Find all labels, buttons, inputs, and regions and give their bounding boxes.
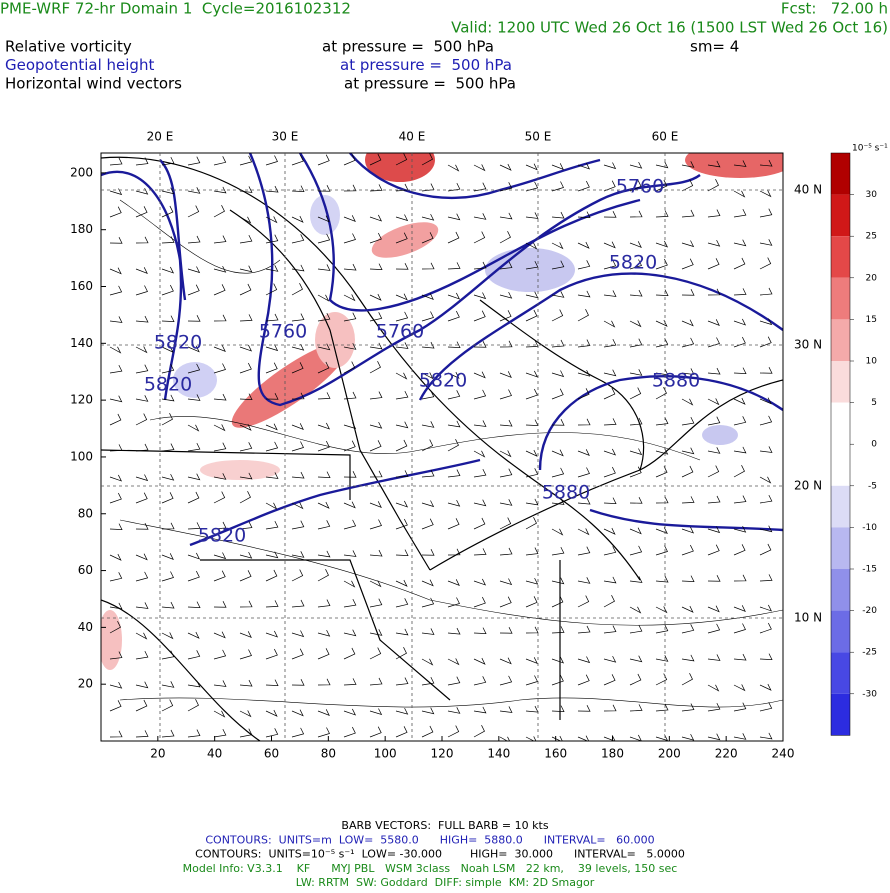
contour-label: 5880 [652,370,700,392]
colorbar-box [831,153,850,195]
colorbar-box [831,277,850,320]
colorbar-label: 20 [866,273,878,283]
colorbar-box [831,236,850,278]
colorbar-label: 15 [866,315,877,325]
x-tick-label: 40 [207,747,222,761]
y-tick-label: 200 [70,165,93,179]
field-name: Geopotential height [5,56,154,74]
x-tick-label: 180 [601,747,624,761]
x-tick-label: 160 [544,747,567,761]
x-tick-label: 120 [431,747,454,761]
y-tick-label: 180 [70,222,93,236]
colorbar-box [831,610,850,653]
latitude-label: 10 N [794,611,822,625]
colorbar-label: 10 [866,357,878,367]
colorbar-box [831,485,850,528]
forecast: Fcst: 72.00 h [781,0,888,18]
y-tick-label: 40 [78,620,93,634]
latitude-label: 40 N [794,183,822,197]
title: PME-WRF 72-hr Domain 1 Cycle=2016102312 [0,0,351,18]
x-tick-label: 100 [374,747,397,761]
latitude-label: 30 N [794,338,822,352]
footer-line: BARB VECTORS: FULL BARB = 10 kts [341,819,548,832]
colorbar-label: -5 [868,481,877,491]
colorbar-unit: 10⁻⁵ s⁻¹ [852,144,888,154]
colorbar-label: -15 [862,565,877,575]
valid-time: Valid: 1200 UTC Wed 26 Oct 16 (1500 LST … [451,19,888,37]
contour-label: 5760 [616,176,664,198]
y-tick-label: 20 [78,677,93,691]
footer-line: CONTOURS: UNITS=10⁻⁵ s⁻¹ LOW= -30.000 HI… [195,848,685,861]
smoothing: sm= 4 [690,38,739,56]
colorbar-box [831,652,850,694]
y-tick-label: 160 [70,279,93,293]
field-level: at pressure = 500 hPa [322,38,494,56]
colorbar-label: -25 [862,648,877,658]
y-tick-label: 140 [70,336,93,350]
longitude-label: 20 E [147,130,174,144]
colorbar-label: 5 [871,398,877,408]
x-tick-label: 240 [772,747,795,761]
contour-label: 5820 [419,370,467,392]
colorbar-label: -30 [862,689,877,699]
contour-label: 5880 [542,482,590,504]
x-tick-label: 80 [321,747,336,761]
longitude-label: 60 E [652,130,679,144]
colorbar-label: 25 [866,232,877,242]
map-features [101,153,783,741]
contour-label: 5820 [198,525,246,547]
x-tick-label: 140 [487,747,510,761]
colorbar-label: 30 [866,190,878,200]
colorbar-box [831,361,850,403]
longitude-label: 40 E [399,130,426,144]
y-tick-label: 120 [70,393,93,407]
colorbar-box [831,693,850,736]
longitude-label: 30 E [272,130,299,144]
x-tick-label: 60 [264,747,279,761]
field-name: Relative vorticity [5,38,132,56]
colorbar-box [831,402,850,445]
colorbar-box [831,569,850,611]
footer-line: LW: RRTM SW: Goddard DIFF: simple KM: 2D… [296,876,595,889]
colorbar-label: -10 [862,523,877,533]
contour-label: 5760 [376,321,424,343]
footer-line: Model Info: V3.3.1 KF MYJ PBL WSM 3class… [183,862,678,875]
y-tick-label: 60 [78,563,93,577]
field-level: at pressure = 500 hPa [340,56,512,74]
colorbar-box [831,194,850,237]
contour-label: 5820 [609,252,657,274]
longitude-label: 50 E [525,130,552,144]
latitude-label: 20 N [794,479,822,493]
x-tick-label: 220 [715,747,738,761]
colorbar-box [831,527,850,569]
contour-label: 5820 [144,374,192,396]
footer-line: CONTOURS: UNITS=m LOW= 5580.0 HIGH= 5880… [205,833,654,846]
x-tick-label: 200 [658,747,681,761]
y-tick-label: 80 [78,506,93,520]
y-tick-label: 100 [70,449,93,463]
colorbar-label: -20 [862,606,877,616]
colorbar-box [831,319,850,361]
contour-label: 5760 [259,321,307,343]
field-level: at pressure = 500 hPa [344,75,516,93]
x-tick-label: 20 [150,747,165,761]
colorbar-box [831,444,850,486]
field-name: Horizontal wind vectors [5,75,182,93]
contour-label: 5820 [154,332,202,354]
colorbar-label: 0 [871,440,877,450]
